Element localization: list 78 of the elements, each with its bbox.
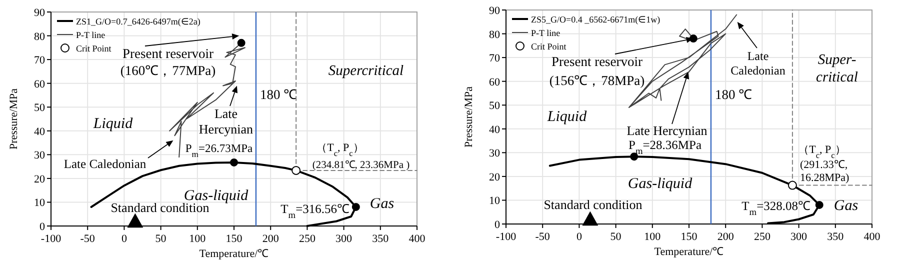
annotation: T$_{m}$=316.56℃ xyxy=(280,202,350,221)
ref-line-label: 180 ℃ xyxy=(260,87,298,102)
y-tick-label: 80 xyxy=(34,30,46,43)
x-tick-label: 50 xyxy=(610,231,622,243)
x-tick-label: 400 xyxy=(408,233,426,245)
x-axis-title: Temperature/℃ xyxy=(199,248,269,260)
annotation: Liquid xyxy=(92,116,134,132)
x-tick-label: -100 xyxy=(496,231,517,243)
legend-label: ZS5_G/O=0.4 _6562-6671m(∈1w) xyxy=(531,14,660,24)
x-tick-label: -50 xyxy=(535,231,550,243)
y-tick-label: 0 xyxy=(40,221,46,233)
annotation: Standard condition xyxy=(544,197,643,212)
x-tick-label: 50 xyxy=(155,233,167,245)
x-tick-label: 350 xyxy=(827,231,844,243)
legend-label: Crit Point xyxy=(531,42,567,52)
annotation: Gas xyxy=(370,196,394,212)
y-tick-label: 10 xyxy=(489,195,500,208)
y-tick-label: 50 xyxy=(489,100,500,112)
y-tick-label: 90 xyxy=(489,5,500,17)
annotation: （T$_{c}$, P$_{c}$） xyxy=(798,144,846,160)
annotation: P$_{m}$=28.36MPa xyxy=(628,138,702,157)
y-tick-label: 70 xyxy=(34,54,46,67)
y-tick-label: 0 xyxy=(494,219,500,231)
annotation: P$_{m}$=26.73MPa xyxy=(185,143,253,159)
annotation: Liquid xyxy=(546,109,588,125)
x-tick-label: 300 xyxy=(790,231,808,243)
annotation: Gas-liquid xyxy=(628,176,693,192)
x-tick-label: 250 xyxy=(754,231,771,243)
annotation: T$_{m}$=328.08℃ xyxy=(742,199,811,218)
y-tick-label: 20 xyxy=(489,171,500,184)
y-tick-label: 40 xyxy=(489,124,500,136)
y-tick-label: 10 xyxy=(34,197,46,210)
x-tick-label: 100 xyxy=(189,233,206,245)
y-tick-label: 30 xyxy=(489,148,500,160)
annotation: Supercritical xyxy=(328,63,404,79)
ref-line-label: 180 ℃ xyxy=(714,87,753,102)
x-tick-label: 150 xyxy=(680,231,698,243)
x-tick-label: -50 xyxy=(80,233,96,245)
x-tick-label: 0 xyxy=(576,231,582,243)
annotation: (160℃，77MPa) xyxy=(120,63,216,78)
legend-label: Crit Point xyxy=(76,44,112,54)
y-axis-title: Pressure/MPa xyxy=(8,88,20,150)
legend-label: P-T line xyxy=(76,30,106,40)
y-axis-title: Pressure/MPa xyxy=(463,86,475,148)
annotation: Late Hercynian xyxy=(626,123,708,138)
x-tick-label: 250 xyxy=(298,233,316,245)
x-tick-label: 0 xyxy=(121,233,128,245)
legend-label: P-T line xyxy=(531,28,560,38)
y-tick-label: 40 xyxy=(34,126,46,138)
x-tick-label: 350 xyxy=(372,233,390,245)
annotation: （T$_{c}$, P$_{c}$） xyxy=(316,142,364,158)
x-tick-label: 150 xyxy=(226,233,243,245)
annotation: (156℃，78MPa) xyxy=(549,73,645,88)
annotation: (234.81℃, 23.36MPa ) xyxy=(312,160,410,171)
annotation: Super- critical xyxy=(816,52,858,86)
annotation: (291.33℃, 16.28MPa) xyxy=(800,159,850,184)
y-tick-label: 90 xyxy=(34,7,46,19)
y-tick-label: 60 xyxy=(489,76,500,88)
y-tick-label: 30 xyxy=(34,150,46,162)
annotation: Late Caledonian xyxy=(730,49,786,78)
annotation: Present reservoir xyxy=(122,46,214,61)
x-tick-label: 400 xyxy=(864,231,881,243)
annotation: Late Hercynian xyxy=(198,106,254,137)
legend-label: ZS1_G/O=0.7_6426-6497m(∈2a) xyxy=(76,16,200,26)
y-tick-label: 20 xyxy=(34,173,46,186)
y-tick-label: 50 xyxy=(34,102,46,114)
y-tick-label: 80 xyxy=(489,28,500,41)
y-tick-label: 70 xyxy=(489,52,500,65)
x-tick-label: -100 xyxy=(40,233,62,245)
annotation: Late Caledonian xyxy=(64,157,147,171)
y-tick-label: 60 xyxy=(34,78,46,90)
annotation: Present reservoir xyxy=(551,54,644,69)
x-tick-label: 200 xyxy=(262,233,280,245)
x-tick-label: 300 xyxy=(336,233,353,245)
annotation: Gas xyxy=(834,198,858,214)
x-tick-label: 200 xyxy=(717,231,734,243)
x-axis-title: Temperature/℃ xyxy=(654,246,724,258)
x-tick-label: 100 xyxy=(644,231,662,243)
